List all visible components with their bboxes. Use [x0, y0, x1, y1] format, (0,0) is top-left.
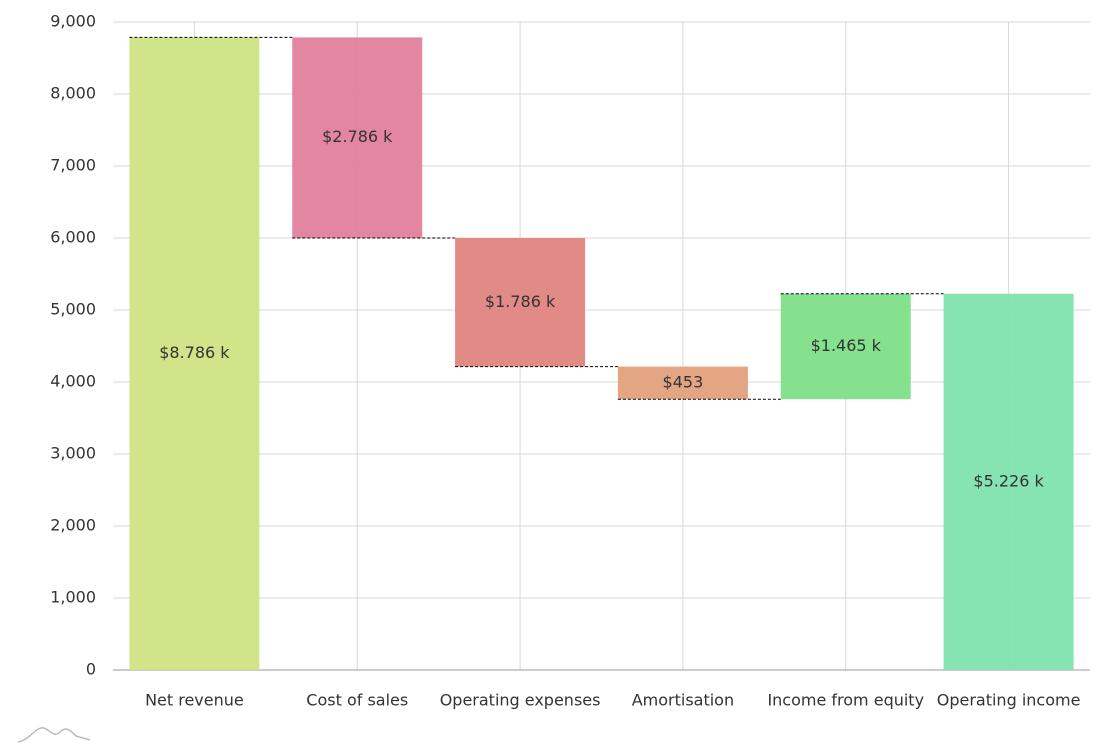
value-label: $2.786 k [322, 127, 393, 146]
y-tick-label: 5,000 [50, 300, 96, 319]
y-tick-label: 0 [86, 660, 96, 679]
y-tick-label: 7,000 [50, 156, 96, 175]
y-tick-label: 9,000 [50, 12, 96, 31]
value-label: $8.786 k [159, 343, 230, 362]
y-tick-label: 4,000 [50, 372, 96, 391]
value-label: $1.786 k [485, 292, 556, 311]
x-tick-label: Operating expenses [440, 691, 601, 710]
logo [17, 727, 91, 743]
bar [292, 37, 423, 238]
y-tick-label: 8,000 [50, 84, 96, 103]
bar [455, 238, 586, 367]
y-tick-label: 6,000 [50, 228, 96, 247]
x-tick-label: Income from equity [767, 691, 924, 710]
value-label: $5.226 k [973, 471, 1044, 490]
y-tick-label: 3,000 [50, 444, 96, 463]
y-tick-label: 1,000 [50, 588, 96, 607]
x-tick-label: Amortisation [632, 691, 734, 710]
x-tick-label: Net revenue [145, 691, 244, 710]
bar [943, 293, 1074, 670]
bar [617, 366, 748, 400]
x-tick-label: Operating income [937, 691, 1081, 710]
value-label: $1.465 k [811, 336, 882, 355]
x-tick-label: Cost of sales [306, 691, 408, 710]
bar [780, 293, 911, 400]
y-tick-label: 2,000 [50, 516, 96, 535]
value-label: $453 [663, 372, 704, 391]
bar [129, 37, 260, 670]
